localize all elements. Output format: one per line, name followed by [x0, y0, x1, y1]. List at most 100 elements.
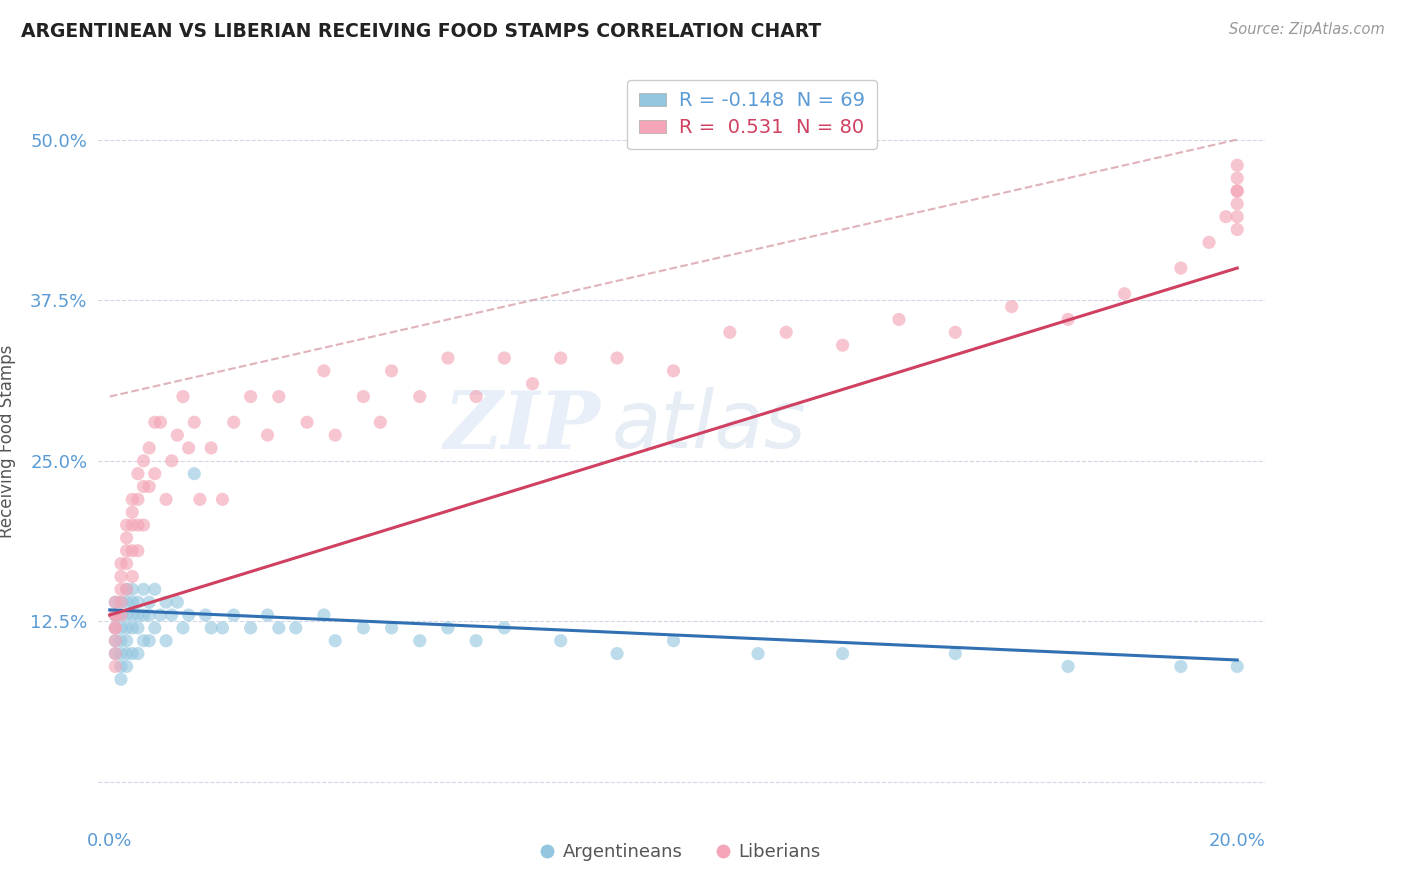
Point — [1226, 158, 1249, 172]
Point — [121, 518, 143, 533]
Point — [121, 647, 143, 661]
Point — [110, 607, 132, 622]
Point — [104, 607, 127, 622]
Point — [267, 621, 290, 635]
Point — [115, 582, 138, 597]
Point — [494, 351, 516, 365]
Point — [143, 582, 166, 597]
Point — [1226, 210, 1249, 224]
Point — [127, 621, 149, 635]
Point — [138, 633, 160, 648]
Text: Source: ZipAtlas.com: Source: ZipAtlas.com — [1229, 22, 1385, 37]
Point — [127, 607, 149, 622]
Point — [121, 607, 143, 622]
Point — [1170, 659, 1192, 673]
Point — [183, 415, 205, 429]
Point — [1114, 286, 1136, 301]
Point — [1215, 210, 1237, 224]
Point — [200, 621, 222, 635]
Point — [121, 595, 143, 609]
Point — [1170, 261, 1192, 276]
Point — [115, 582, 138, 597]
Text: ZIP: ZIP — [443, 388, 600, 465]
Point — [606, 647, 628, 661]
Text: ARGENTINEAN VS LIBERIAN RECEIVING FOOD STAMPS CORRELATION CHART: ARGENTINEAN VS LIBERIAN RECEIVING FOOD S… — [21, 22, 821, 41]
Point — [256, 428, 278, 442]
Point — [662, 364, 685, 378]
Point — [115, 518, 138, 533]
Point — [104, 659, 127, 673]
Point — [110, 595, 132, 609]
Point — [110, 633, 132, 648]
Point — [121, 569, 143, 583]
Point — [127, 595, 149, 609]
Point — [194, 607, 217, 622]
Point — [104, 621, 127, 635]
Point — [143, 415, 166, 429]
Point — [1057, 312, 1080, 326]
Point — [121, 543, 143, 558]
Point — [160, 607, 183, 622]
Point — [127, 647, 149, 661]
Point — [494, 621, 516, 635]
Point — [522, 376, 544, 391]
Point — [256, 607, 278, 622]
Point — [132, 633, 155, 648]
Point — [115, 621, 138, 635]
Point — [172, 621, 194, 635]
Point — [110, 659, 132, 673]
Point — [115, 633, 138, 648]
Point — [104, 633, 127, 648]
Point — [747, 647, 769, 661]
Point — [121, 621, 143, 635]
Point — [132, 479, 155, 493]
Point — [172, 390, 194, 404]
Point — [127, 543, 149, 558]
Point — [115, 595, 138, 609]
Point — [718, 326, 741, 340]
Point — [110, 621, 132, 635]
Point — [239, 621, 262, 635]
Point — [550, 633, 572, 648]
Point — [115, 607, 138, 622]
Point — [132, 518, 155, 533]
Point — [1057, 659, 1080, 673]
Point — [183, 467, 205, 481]
Point — [211, 621, 233, 635]
Y-axis label: Receiving Food Stamps: Receiving Food Stamps — [0, 345, 15, 538]
Point — [121, 492, 143, 507]
Point — [465, 390, 488, 404]
Point — [1226, 184, 1249, 198]
Point — [437, 351, 460, 365]
Point — [104, 595, 127, 609]
Point — [222, 415, 245, 429]
Point — [831, 338, 853, 352]
Point — [1226, 222, 1249, 236]
Point — [115, 543, 138, 558]
Point — [1226, 171, 1249, 186]
Point — [267, 390, 290, 404]
Point — [132, 454, 155, 468]
Point — [1226, 196, 1249, 211]
Point — [115, 647, 138, 661]
Point — [662, 633, 685, 648]
Point — [166, 428, 188, 442]
Point — [127, 492, 149, 507]
Point — [775, 326, 797, 340]
Point — [943, 326, 966, 340]
Point — [104, 621, 127, 635]
Point — [312, 364, 335, 378]
Point — [121, 505, 143, 519]
Point — [381, 621, 404, 635]
Point — [437, 621, 460, 635]
Point — [943, 647, 966, 661]
Point — [312, 607, 335, 622]
Point — [104, 633, 127, 648]
Point — [1001, 300, 1024, 314]
Point — [831, 647, 853, 661]
Point — [104, 647, 127, 661]
Point — [104, 595, 127, 609]
Point — [110, 569, 132, 583]
Point — [143, 467, 166, 481]
Point — [381, 364, 404, 378]
